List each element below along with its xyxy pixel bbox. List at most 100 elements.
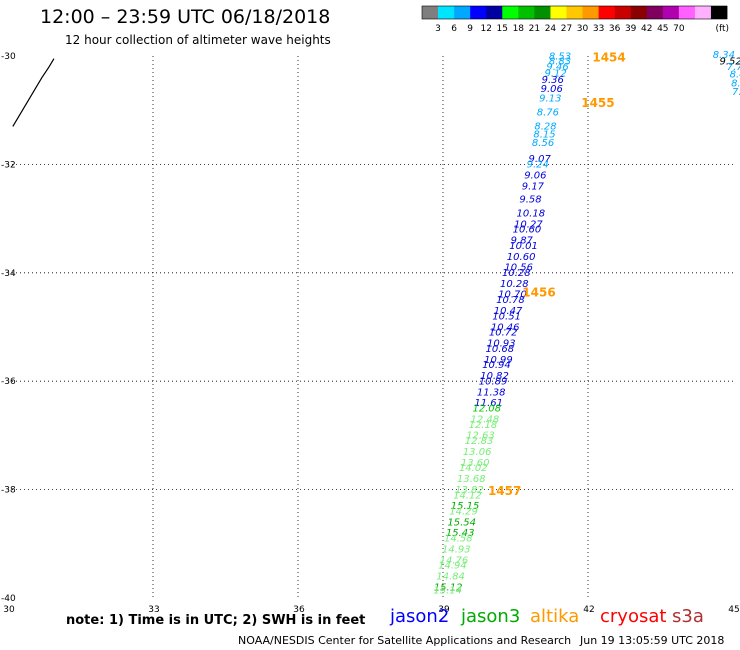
legend-tick-label: 70 [673,24,685,34]
swh-reading: 9.58 [519,194,541,205]
swh-reading: 9.24 [527,160,549,171]
swh-reading: 12.08 [472,404,501,415]
legend-swatch [646,6,664,19]
swh-reading-east: 8.34 [713,50,735,61]
map-subtitle: 12 hour collection of altimeter wave hei… [65,33,331,47]
lat-tick-label: -34 [1,269,16,279]
swh-reading: 12.48 [471,414,500,425]
swh-reading: 8.76 [537,108,559,119]
swh-reading: 10.47 [494,306,523,317]
lat-tick-label: -38 [1,486,16,496]
swh-reading: 10.82 [480,371,509,382]
swh-reading: 14.12 [453,490,482,501]
swh-reading-east: 9.52 [719,57,740,68]
swh-reading: 14.29 [449,507,478,518]
swh-reading: 9.46 [546,62,568,73]
swh-reading: 8.56 [532,138,554,149]
legend-tick-label: 6 [451,24,457,34]
legend-swatch [694,6,712,19]
swh-reading: 13.82 [455,485,484,496]
swh-reading: 10.28 [502,268,531,279]
swh-reading: 10.94 [482,360,511,371]
legend-tick-label: 45 [657,24,668,34]
legend-swatch [534,6,551,19]
swh-reading: 13.68 [457,474,486,485]
legend-swatch [662,6,680,19]
swh-reading: 15.14 [433,586,462,597]
swh-reading-east: 8.0 [731,78,740,89]
swh-reading: 8.83 [549,57,571,68]
lat-tick-label: -40 [1,594,16,604]
credit-line: NOAA/NESDIS Center for Satellite Applica… [238,634,572,647]
legend-swatch [470,6,487,19]
swh-reading-east: 7.70 [727,62,740,73]
legend-tick-label: 30 [577,24,589,34]
swh-reading: 12.18 [469,420,498,431]
swh-reading: 10.56 [504,263,533,274]
legend-unit: (ft) [715,24,729,34]
swh-reading: 10.46 [491,322,520,333]
swh-reading: 9.13 [539,94,561,105]
legend-tick-label: 42 [641,24,652,34]
swh-reading: 10.01 [509,241,538,252]
swh-reading: 8.28 [534,122,556,133]
swh-reading: 13.06 [463,447,492,458]
legend-swatch [454,6,471,19]
lon-tick-label: 45 [728,605,739,615]
satellite-label-jason2: jason2 [390,606,450,627]
swh-reading: 13.60 [461,458,490,469]
swh-reading: 10.27 [514,219,543,230]
legend-swatch [614,6,631,19]
swh-reading: 9.12 [545,69,567,80]
swh-reading: 9.07 [529,154,552,165]
swh-reading: 15.12 [434,582,463,593]
legend-swatch [550,6,567,19]
coastline [12,58,55,127]
legend-swatch [502,6,519,19]
swh-reading: 14.84 [436,572,465,583]
swh-reading: 10.99 [484,355,513,366]
swh-reading: 10.18 [516,208,545,219]
swh-reading: 9.06 [541,84,563,95]
legend-border [421,5,728,20]
swh-reading: 8.53 [549,51,571,62]
legend-tick-label: 24 [545,24,557,34]
swh-reading: 10.78 [496,295,525,306]
swh-reading: 14.93 [442,544,471,555]
swh-reading: 15.54 [447,517,476,528]
legend-tick-label: 36 [609,24,621,34]
footer-note: note: 1) Time is in UTC; 2) SWH is in fe… [66,613,366,628]
swh-reading: 11.38 [477,387,506,398]
lat-tick-label: -36 [1,377,16,387]
legend-swatch [486,6,503,19]
lon-tick-label: 39 [438,605,450,615]
swh-reading: 10.70 [498,290,527,301]
pass-label: 1455 [581,96,614,110]
legend-tick-label: 27 [561,24,572,34]
swh-reading: 10.60 [507,252,536,263]
legend-tick-label: 15 [497,24,508,34]
swh-reading: 9.17 [522,181,545,192]
lon-tick-label: 42 [583,605,594,615]
pass-label: 1454 [592,50,625,64]
satellite-label-jason3: jason3 [461,606,521,627]
swh-reading: 9.36 [542,75,564,86]
swh-reading: 9.87 [511,236,534,247]
legend-tick-label: 9 [467,24,473,34]
legend-tick-label: 3 [435,24,441,34]
swh-reading-east: 8.4 [730,70,740,81]
swh-reading-east: 7. [732,87,740,98]
legend-swatch [422,6,439,19]
swh-reading: 10.60 [513,225,542,236]
swh-reading: 10.89 [479,376,508,387]
swh-reading: 10.68 [486,344,515,355]
lon-tick-label: 30 [3,605,15,615]
legend-tick-label: 12 [480,24,491,34]
swh-reading: 12.63 [466,431,495,442]
swh-reading: 14.58 [444,534,473,545]
satellite-label-altika: altika [530,606,580,627]
map-title: 12:00 – 23:59 UTC 06/18/2018 [40,6,331,28]
swh-reading: 10.93 [487,339,516,350]
swh-reading: 9.06 [524,170,546,181]
